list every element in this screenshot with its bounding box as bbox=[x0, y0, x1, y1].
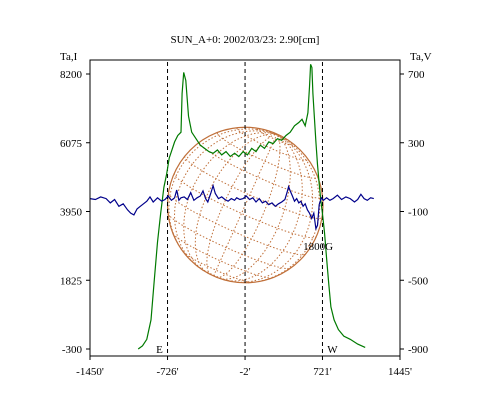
tick-labels: -1450' -726' -2' 721' 1445' 8200 6075 3950 1825 -… bbox=[60, 69, 429, 378]
longitude-line bbox=[183, 132, 277, 271]
latitude-line bbox=[173, 173, 317, 239]
x-tick-label: -2' bbox=[239, 366, 250, 378]
chart-title: SUN_A+0: 2002/03/23: 2.90[cm] bbox=[171, 34, 320, 46]
longitude-line bbox=[230, 134, 314, 283]
y-left-tick-label: 1825 bbox=[60, 275, 83, 287]
series-layer: 1800G bbox=[89, 64, 374, 350]
longitude-line bbox=[173, 130, 277, 268]
y-left-tick-label: -300 bbox=[62, 344, 83, 356]
longitude-line bbox=[224, 134, 303, 282]
x-tick-label: -1450' bbox=[76, 366, 104, 378]
latitude-line bbox=[167, 213, 291, 270]
latitude-line bbox=[236, 128, 309, 161]
longitude-line bbox=[206, 134, 277, 275]
y-right-axis-label: Ta,V bbox=[410, 51, 432, 63]
longitude-line bbox=[216, 134, 281, 278]
x-tick-label: -726' bbox=[156, 366, 178, 378]
annotation-label: 1800G bbox=[303, 241, 333, 253]
axes bbox=[86, 59, 404, 360]
series-line-right bbox=[89, 183, 374, 231]
x-tick-label: 721' bbox=[313, 366, 332, 378]
y-left-tick-label: 3950 bbox=[60, 207, 83, 219]
y-left-axis-label: Ta,I bbox=[60, 51, 78, 63]
marker-label: W bbox=[327, 344, 338, 356]
y-left-tick-label: 6075 bbox=[60, 138, 83, 150]
longitude-line bbox=[213, 134, 278, 277]
solar-disk-grid bbox=[166, 126, 324, 284]
y-right-tick-label: -100 bbox=[408, 207, 429, 219]
y-right-tick-label: -500 bbox=[408, 275, 429, 287]
y-left-tick-label: 8200 bbox=[60, 69, 83, 81]
marker-label: E bbox=[156, 344, 163, 356]
latitude-line bbox=[184, 156, 323, 220]
y-right-tick-label: 300 bbox=[408, 138, 425, 150]
y-right-tick-label: -900 bbox=[408, 344, 429, 356]
latitude-line bbox=[168, 193, 306, 256]
y-right-tick-label: 700 bbox=[408, 69, 425, 81]
longitude-line bbox=[194, 133, 277, 274]
latitude-line bbox=[182, 251, 252, 283]
latitude-line bbox=[172, 233, 273, 279]
longitude-line bbox=[219, 134, 291, 280]
x-tick-label: 1445' bbox=[388, 366, 412, 378]
